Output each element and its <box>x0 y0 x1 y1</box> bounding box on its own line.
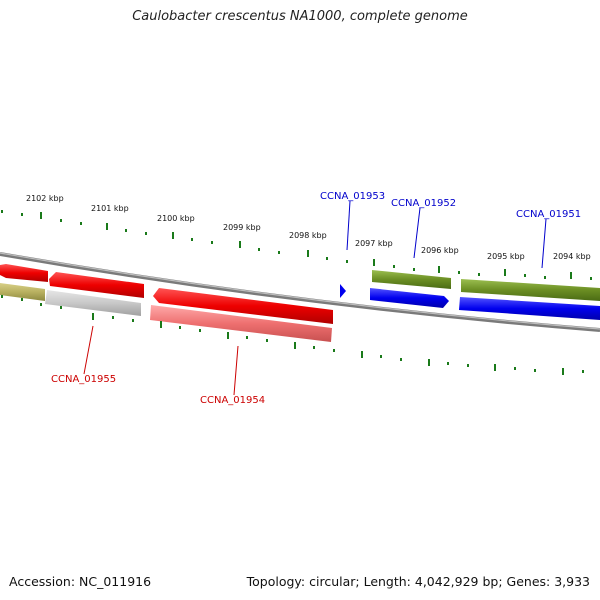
feature-grey[interactable] <box>45 290 141 316</box>
feature-olive-1[interactable] <box>372 270 451 289</box>
gene-CCNA_01951-arrow[interactable] <box>459 297 600 320</box>
gene-label-CCNA_01954[interactable]: CCNA_01954 <box>200 395 265 406</box>
gene-CCNA_01955-arrow[interactable] <box>49 272 144 298</box>
tick-label: 2099 kbp <box>223 223 261 232</box>
lower-ruler <box>1 295 584 375</box>
tick-label: 2098 kbp <box>289 231 327 240</box>
upper-ruler <box>1 210 592 280</box>
leader-line <box>233 345 239 396</box>
gene-CCNA_01953-arrow[interactable] <box>340 284 346 298</box>
feature-pink[interactable] <box>150 305 332 342</box>
tick-label: 2097 kbp <box>355 239 393 248</box>
gene-label-CCNA_01955[interactable]: CCNA_01955 <box>51 374 116 385</box>
tick-label: 2102 kbp <box>26 194 64 203</box>
leader-line <box>83 325 94 375</box>
gene-label-CCNA_01953[interactable]: CCNA_01953 <box>320 191 385 202</box>
gene-label-CCNA_01951[interactable]: CCNA_01951 <box>516 209 581 220</box>
tick-label: 2101 kbp <box>91 204 129 213</box>
tick-label: 2100 kbp <box>157 214 195 223</box>
tick-label: 2096 kbp <box>421 246 459 255</box>
gene-label-CCNA_01952[interactable]: CCNA_01952 <box>391 198 456 209</box>
genome-summary-text: Topology: circular; Length: 4,042,929 bp… <box>246 574 590 589</box>
tick-label: 2095 kbp <box>487 252 525 261</box>
genome-backbone <box>0 252 600 332</box>
leader-line <box>413 207 421 259</box>
tick-label: 2094 kbp <box>553 252 591 261</box>
gene-CCNA_01954-arrow[interactable] <box>153 288 333 324</box>
feature-khaki[interactable] <box>0 283 45 301</box>
leader-line <box>346 200 351 251</box>
map-title: Caulobacter crescentus NA1000, complete … <box>132 9 468 24</box>
gene-CCNA_01952-arrow[interactable] <box>370 288 449 308</box>
leader-line <box>541 218 547 269</box>
feature-olive-2[interactable] <box>461 279 600 301</box>
gene-left-reverse-arrow[interactable] <box>0 264 48 282</box>
accession-text: Accession: NC_011916 <box>9 574 152 589</box>
